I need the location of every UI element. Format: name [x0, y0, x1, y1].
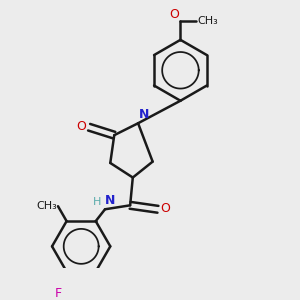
Text: O: O	[76, 120, 86, 133]
Text: CH₃: CH₃	[36, 201, 57, 211]
Text: H: H	[93, 196, 101, 207]
Text: O: O	[169, 8, 179, 20]
Text: O: O	[160, 202, 170, 215]
Text: F: F	[55, 287, 62, 300]
Text: CH₃: CH₃	[198, 16, 218, 26]
Text: N: N	[105, 194, 116, 207]
Text: N: N	[139, 108, 149, 121]
